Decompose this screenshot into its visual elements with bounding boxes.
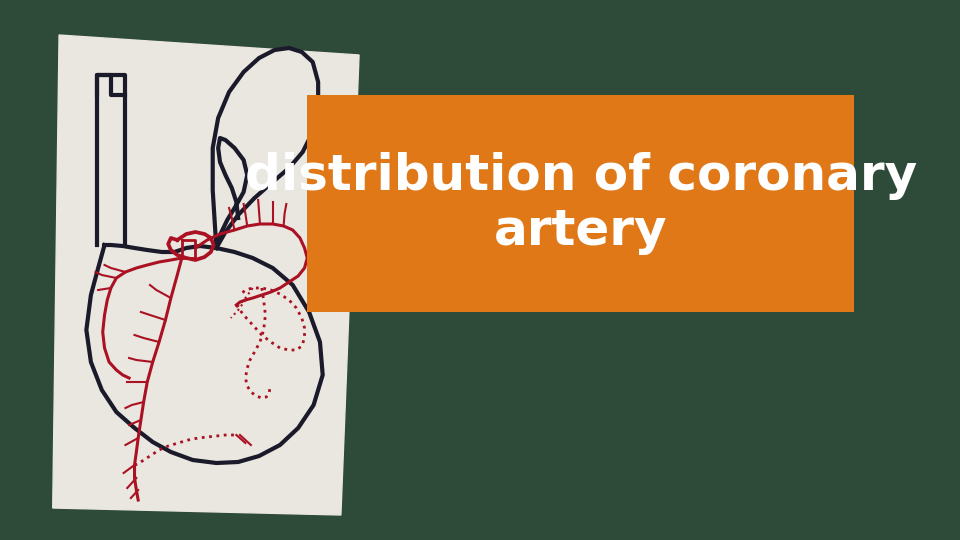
Bar bbox=[307, 95, 854, 312]
Polygon shape bbox=[53, 35, 359, 515]
Text: distribution of coronary
artery: distribution of coronary artery bbox=[245, 152, 917, 255]
